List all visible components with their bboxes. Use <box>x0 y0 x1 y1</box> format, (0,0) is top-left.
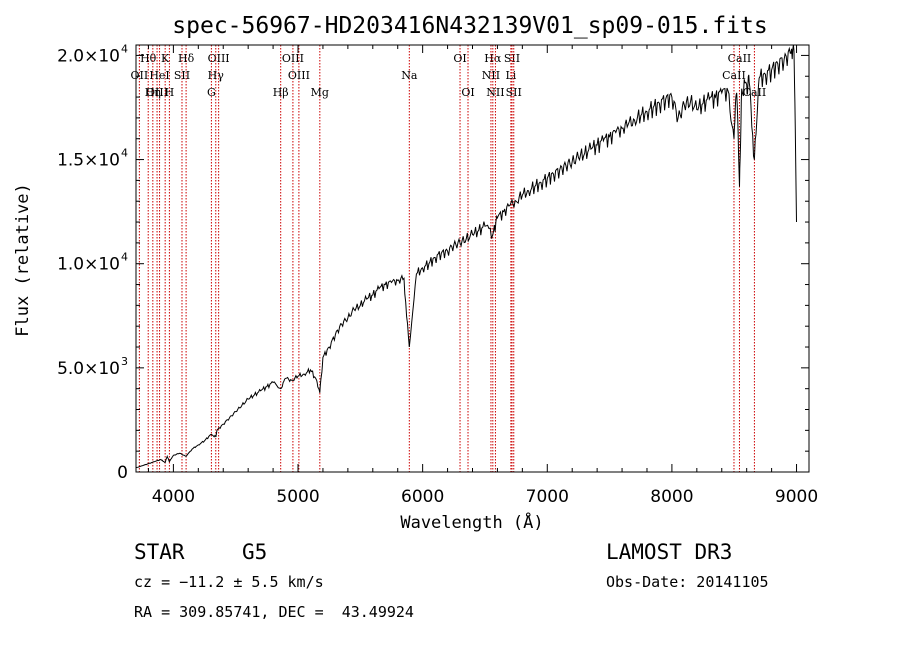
object-class-label: STAR <box>134 540 185 564</box>
line-marker-label: CaII <box>743 86 767 99</box>
line-marker-label: OIII <box>282 52 304 65</box>
y-tick-label: 1.5×10 <box>57 151 120 171</box>
line-marker-label: OI <box>461 86 474 99</box>
line-marker-label: OI <box>453 52 466 65</box>
line-marker-label: SII <box>506 86 522 99</box>
y-tick-label: 0 <box>117 463 128 483</box>
line-marker-label: NII <box>486 86 504 99</box>
x-tick-label: 6000 <box>401 487 444 507</box>
line-marker-label: Hη <box>145 86 161 99</box>
obs-date-label: Obs-Date: 20141105 <box>606 573 769 591</box>
line-marker-label: K <box>161 52 170 65</box>
redshift-label: cz = −11.2 ± 5.5 km/s <box>134 573 324 591</box>
x-tick-label: 7000 <box>526 487 569 507</box>
line-marker-label: Li <box>505 69 516 82</box>
x-tick-label: 9000 <box>775 487 818 507</box>
line-marker-label: CaII <box>722 69 746 82</box>
line-marker-label: Hγ <box>208 69 225 82</box>
y-tick-exponent: 4 <box>121 147 128 160</box>
spectrum-series-line <box>135 44 797 469</box>
y-axis-label: Flux (relative) <box>13 183 33 337</box>
line-marker-label: HeI <box>149 69 169 82</box>
survey-label: LAMOST DR3 <box>606 540 733 564</box>
line-marker-label: G <box>207 86 216 99</box>
line-marker-label: H <box>165 86 175 99</box>
subclass-label: G5 <box>242 540 268 564</box>
line-marker-label: NII <box>482 69 500 82</box>
line-marker-label: Hβ <box>273 86 289 99</box>
x-tick-label: 5000 <box>276 487 319 507</box>
x-tick-label: 8000 <box>650 487 693 507</box>
x-tick-label: 4000 <box>152 487 195 507</box>
line-marker-label: OII <box>131 69 149 82</box>
line-marker-label: Hθ <box>140 52 157 65</box>
y-tick-exponent: 3 <box>121 355 128 368</box>
plot-frame <box>135 44 810 473</box>
line-marker-label: SII <box>504 52 520 65</box>
x-axis-label: Wavelength (Å) <box>400 511 543 533</box>
line-marker-label: OIII <box>288 69 310 82</box>
line-marker-label: Hα <box>484 52 502 65</box>
y-tick-label: 5.0×10 <box>57 359 120 379</box>
line-marker-label: Mg <box>311 86 329 99</box>
coordinates-label: RA = 309.85741, DEC = 43.49924 <box>134 603 414 621</box>
line-marker-label: SII <box>174 69 190 82</box>
chart-title: spec-56967-HD203416N432139V01_sp09-015.f… <box>172 13 767 39</box>
line-marker-label: CaII <box>728 52 752 65</box>
y-tick-label: 1.0×10 <box>57 255 120 275</box>
y-tick-exponent: 4 <box>121 251 128 264</box>
line-marker-label: Hδ <box>178 52 195 65</box>
line-marker-label: OIII <box>208 52 230 65</box>
line-marker-label: Na <box>401 69 418 82</box>
y-tick-exponent: 4 <box>121 42 128 55</box>
line-marker-label: OIII <box>146 86 168 99</box>
y-tick-label: 2.0×10 <box>57 46 120 66</box>
